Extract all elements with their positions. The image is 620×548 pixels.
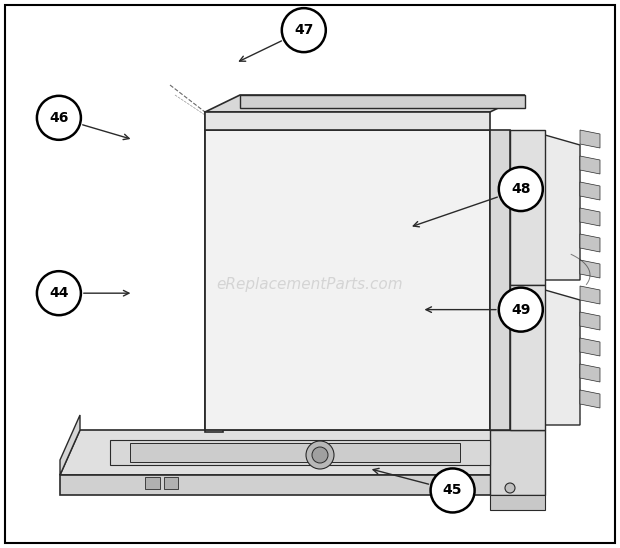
Polygon shape bbox=[580, 130, 600, 148]
Polygon shape bbox=[164, 477, 178, 489]
Polygon shape bbox=[580, 182, 600, 200]
Text: 45: 45 bbox=[443, 483, 463, 498]
Polygon shape bbox=[580, 338, 600, 356]
Circle shape bbox=[37, 96, 81, 140]
Polygon shape bbox=[545, 135, 580, 280]
Polygon shape bbox=[490, 495, 545, 510]
Circle shape bbox=[505, 483, 515, 493]
Polygon shape bbox=[205, 130, 490, 430]
Polygon shape bbox=[130, 443, 460, 462]
Circle shape bbox=[499, 288, 542, 332]
Text: 48: 48 bbox=[511, 182, 531, 196]
Circle shape bbox=[306, 441, 334, 469]
Polygon shape bbox=[510, 285, 545, 430]
Text: 44: 44 bbox=[49, 286, 69, 300]
Polygon shape bbox=[580, 234, 600, 252]
Text: 49: 49 bbox=[511, 302, 531, 317]
Circle shape bbox=[312, 447, 328, 463]
Polygon shape bbox=[110, 440, 490, 465]
Polygon shape bbox=[580, 260, 600, 278]
Text: 47: 47 bbox=[294, 23, 314, 37]
Circle shape bbox=[499, 167, 542, 211]
Polygon shape bbox=[205, 95, 525, 112]
Polygon shape bbox=[60, 475, 510, 495]
Text: eReplacementParts.com: eReplacementParts.com bbox=[216, 277, 404, 293]
Polygon shape bbox=[145, 477, 160, 489]
Polygon shape bbox=[545, 290, 580, 425]
Text: 46: 46 bbox=[49, 111, 69, 125]
Polygon shape bbox=[205, 112, 223, 432]
Polygon shape bbox=[580, 364, 600, 382]
Circle shape bbox=[282, 8, 326, 52]
Circle shape bbox=[431, 469, 474, 512]
Polygon shape bbox=[240, 95, 525, 108]
Polygon shape bbox=[490, 130, 510, 430]
Polygon shape bbox=[60, 415, 80, 475]
Polygon shape bbox=[580, 286, 600, 304]
Polygon shape bbox=[580, 312, 600, 330]
Circle shape bbox=[37, 271, 81, 315]
Polygon shape bbox=[490, 430, 545, 495]
Polygon shape bbox=[580, 208, 600, 226]
Polygon shape bbox=[510, 130, 545, 285]
Polygon shape bbox=[580, 390, 600, 408]
Polygon shape bbox=[60, 430, 510, 475]
Polygon shape bbox=[205, 112, 490, 130]
Polygon shape bbox=[580, 156, 600, 174]
